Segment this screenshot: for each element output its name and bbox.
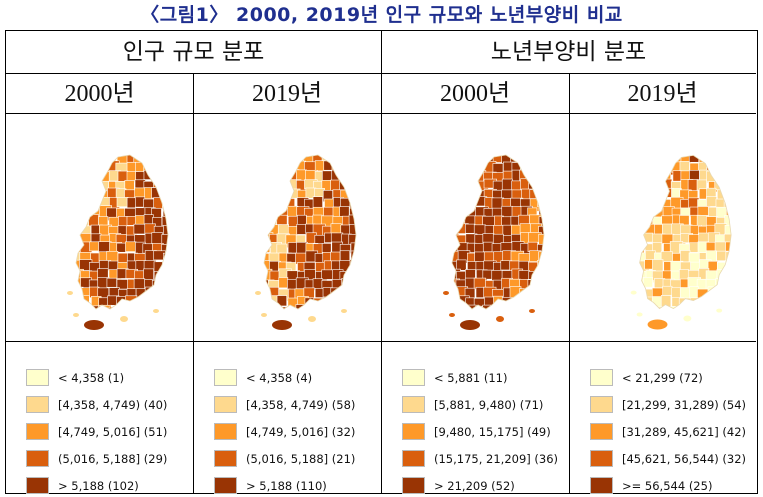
legend-label: (5,016, 5,188] (21) xyxy=(246,452,356,466)
divider-col-3 xyxy=(569,74,570,493)
divider-legend xyxy=(6,341,756,342)
legend-swatch xyxy=(402,423,425,440)
divider-col-1 xyxy=(193,74,194,493)
legend-item: [9,480, 15,175] (49) xyxy=(382,421,569,443)
legend-swatch xyxy=(402,396,425,413)
legend-swatch xyxy=(590,450,613,467)
legend-item: [21,299, 31,289) (54) xyxy=(570,394,756,416)
legend-label: [4,749, 5,016] (32) xyxy=(246,425,356,439)
legend-label: (5,016, 5,188] (29) xyxy=(58,452,168,466)
legend-item: < 21,299 (72) xyxy=(570,367,756,389)
legend-population-2000: < 4,358 (1) [4,358, 4,749) (40) [4,749, 5,… xyxy=(6,347,193,494)
legend-label: [4,358, 4,749) (58) xyxy=(246,398,356,412)
legend-item: [4,358, 4,749) (58) xyxy=(194,394,381,416)
legend-label: [5,881, 9,480) (71) xyxy=(434,398,544,412)
legend-label: [31,289, 45,621] (42) xyxy=(622,425,747,439)
korea-map-3 xyxy=(443,154,545,330)
legend-swatch xyxy=(590,369,613,386)
map-panel-population-2000 xyxy=(6,115,193,341)
year-header-4: 2019년 xyxy=(569,74,756,114)
legend-item: (5,016, 5,188] (29) xyxy=(6,448,193,470)
legend-swatch xyxy=(590,423,613,440)
legend-item: [4,358, 4,749) (40) xyxy=(6,394,193,416)
legend-swatch xyxy=(402,369,425,386)
legend-label: (15,175, 21,209] (36) xyxy=(434,452,559,466)
map-panel-dependency-2019 xyxy=(570,115,756,341)
legend-label: < 4,358 (1) xyxy=(58,371,125,385)
map-panel-dependency-2000 xyxy=(382,115,569,341)
legend-swatch xyxy=(214,477,237,494)
korea-map-1 xyxy=(67,154,169,330)
legend-swatch xyxy=(26,369,49,386)
legend-item: < 4,358 (1) xyxy=(6,367,193,389)
year-header-2: 2019년 xyxy=(193,74,381,114)
legend-item: [4,749, 5,016] (51) xyxy=(6,421,193,443)
divider-main xyxy=(381,31,382,493)
legend-label: [4,749, 5,016] (51) xyxy=(58,425,168,439)
legend-swatch xyxy=(590,477,613,494)
legend-item: [4,749, 5,016] (32) xyxy=(194,421,381,443)
legend-label: < 21,299 (72) xyxy=(622,371,703,385)
legend-item: (15,175, 21,209] (36) xyxy=(382,448,569,470)
legend-label: < 4,358 (4) xyxy=(246,371,313,385)
group-header-population: 인구 규모 분포 xyxy=(6,31,381,74)
legend-label: [21,299, 31,289) (54) xyxy=(622,398,747,412)
legend-item: [45,621, 56,544) (32) xyxy=(570,448,756,470)
legend-item: > 5,188 (110) xyxy=(194,475,381,497)
legend-item: (5,016, 5,188] (21) xyxy=(194,448,381,470)
legend-item: > 5,188 (102) xyxy=(6,475,193,497)
legend-item: [31,289, 45,621] (42) xyxy=(570,421,756,443)
legend-label: > 5,188 (110) xyxy=(246,479,327,493)
legend-item: < 5,881 (11) xyxy=(382,367,569,389)
legend-swatch xyxy=(214,396,237,413)
legend-swatch xyxy=(214,423,237,440)
legend-swatch xyxy=(214,369,237,386)
legend-label: < 5,881 (11) xyxy=(434,371,508,385)
legend-swatch xyxy=(590,396,613,413)
legend-population-2019: < 4,358 (4) [4,358, 4,749) (58) [4,749, 5,… xyxy=(194,347,381,494)
legend-label: [45,621, 56,544) (32) xyxy=(622,452,747,466)
year-header-1: 2000년 xyxy=(6,74,193,114)
korea-map-4 xyxy=(630,154,732,330)
map-panel-population-2019 xyxy=(194,115,381,341)
legend-item: > 21,209 (52) xyxy=(382,475,569,497)
korea-map-2 xyxy=(255,154,357,330)
legend-swatch xyxy=(402,477,425,494)
legend-swatch xyxy=(26,396,49,413)
legend-swatch xyxy=(26,477,49,494)
legend-item: [5,881, 9,480) (71) xyxy=(382,394,569,416)
legend-label: [4,358, 4,749) (40) xyxy=(58,398,168,412)
legend-item: >= 56,544 (25) xyxy=(570,475,756,497)
legend-item: < 4,358 (4) xyxy=(194,367,381,389)
legend-swatch xyxy=(214,450,237,467)
legend-dependency-2019: < 21,299 (72) [21,299, 31,289) (54) [31,28… xyxy=(570,347,756,494)
legend-dependency-2000: < 5,881 (11) [5,881, 9,480) (71) [9,480, 1… xyxy=(382,347,569,494)
legend-label: [9,480, 15,175] (49) xyxy=(434,425,551,439)
legend-label: > 5,188 (102) xyxy=(58,479,139,493)
legend-swatch xyxy=(26,423,49,440)
comparison-table: 인구 규모 분포 노년부양비 분포 2000년 2019년 2000년 2019… xyxy=(5,30,758,494)
legend-swatch xyxy=(26,450,49,467)
figure-title: 〈그림1〉 2000, 2019년 인구 규모와 노년부양비 비교 xyxy=(140,4,623,26)
year-header-3: 2000년 xyxy=(381,74,569,114)
legend-label: >= 56,544 (25) xyxy=(622,479,713,493)
group-header-dependency: 노년부양비 분포 xyxy=(381,31,756,74)
legend-label: > 21,209 (52) xyxy=(434,479,515,493)
legend-swatch xyxy=(402,450,425,467)
